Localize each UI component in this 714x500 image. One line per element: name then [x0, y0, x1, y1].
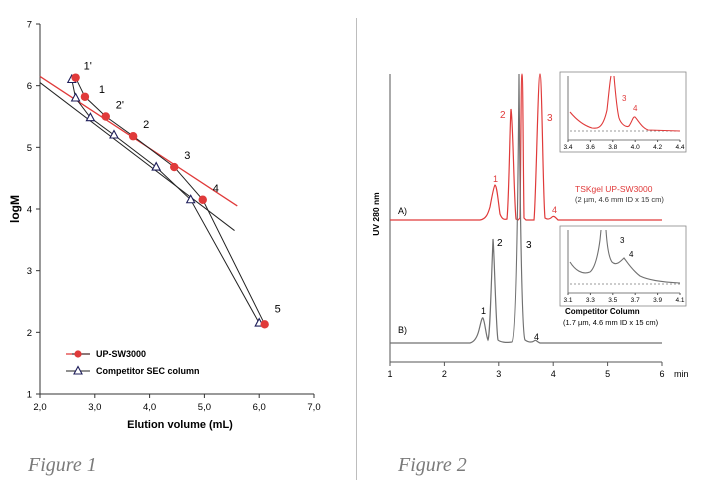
- f2-inset-tick-label: 4.1: [675, 297, 684, 304]
- f2-xtick-label: 5: [605, 369, 610, 379]
- f1-point-label: 1': [84, 61, 92, 73]
- f2-a-annotation-title: TSKgel UP-SW3000: [575, 184, 653, 194]
- f1-legend-label-1: Competitor SEC column: [96, 366, 200, 376]
- f2-inset-tick-label: 3.5: [608, 297, 617, 304]
- f2-inset-tick-label: 3.9: [653, 297, 662, 304]
- f1-xtick-label: 2,0: [33, 402, 46, 413]
- f2-b-annotation-sub: (1.7 µm, 4.6 mm ID x 15 cm): [563, 318, 659, 327]
- f2-b-annotation-title: Competitor Column: [565, 307, 640, 316]
- f1-point-label: 3: [184, 150, 190, 162]
- f2-trace-b: [390, 73, 662, 344]
- f1-legend-label-0: UP-SW3000: [96, 349, 146, 359]
- f2-inset-tick-label: 4.4: [675, 144, 684, 151]
- f2-inset-b-peak-4: 4: [629, 250, 634, 259]
- f2-xtick-label: 3: [496, 369, 501, 379]
- f2-b-peak-3: 3: [526, 240, 532, 251]
- f1-xtick-label: 3,0: [88, 402, 101, 413]
- f1-point-label: 4: [213, 183, 219, 195]
- f1-ytick-label: 2: [27, 328, 32, 339]
- f1-point-label: 2': [116, 100, 124, 112]
- f2-xtick-label: 2: [442, 369, 447, 379]
- figure-divider: [356, 18, 357, 480]
- f2-trace-a-label: A): [398, 206, 407, 216]
- f1-point-s1-4: [151, 161, 162, 171]
- f2-inset-a-peak-3: 3: [622, 94, 627, 103]
- f2-inset-b: 3 4 3.1 3.3 3.5 3.7 3.9 4.1: [559, 225, 687, 307]
- f2-inset-tick-label: 3.7: [631, 297, 640, 304]
- f1-point-s0-6: [260, 320, 269, 329]
- f2-inset-tick-label: 3.4: [563, 144, 572, 151]
- f1-point-s0-5: [198, 195, 207, 204]
- figure1-caption: Figure 1: [28, 454, 97, 476]
- f1-point-s0-1: [80, 92, 90, 101]
- f2-xtick-label: 1: [387, 369, 392, 379]
- f2-inset-a: 3 4 3.4 3.6 3.8 4.0 4.2 4.4: [559, 71, 687, 153]
- f1-fit-line-0: [39, 75, 238, 207]
- f1-xlabel: Elution volume (mL): [127, 419, 233, 431]
- f2-xtick-label: 4: [551, 369, 556, 379]
- f2-b-peak-1: 1: [481, 306, 486, 316]
- f1-ytick-label: 1: [27, 390, 32, 401]
- f1-legend-marker-0: [74, 350, 82, 358]
- f2-b-peak-2: 2: [497, 238, 503, 249]
- f2-a-peak-4: 4: [552, 205, 557, 215]
- f1-xtick-label: 6,0: [253, 402, 266, 413]
- f2-inset-tick-label: 3.6: [586, 144, 595, 151]
- f1-point-s1-2: [85, 112, 96, 122]
- f2-a-peak-3: 3: [547, 113, 553, 124]
- figure1-chart: 2,0 3,0 4,0 5,0 6,0 7,0 1 2 3 4 5 6 7 Elution volum…: [8, 20, 321, 432]
- f2-xtick-label: 6: [659, 369, 664, 379]
- f1-ytick-label: 3: [27, 266, 32, 277]
- f1-legend: UP-SW3000 Competitor SEC column: [66, 349, 200, 376]
- f2-inset-b-peak-3: 3: [620, 236, 625, 245]
- f2-b-peak-4: 4: [534, 332, 539, 342]
- f1-point-label: 2: [143, 119, 149, 131]
- f2-ylabel: UV 280 nm: [371, 192, 381, 236]
- f2-x-unit: min: [674, 369, 689, 379]
- f1-point-s1-5: [185, 194, 196, 204]
- f1-xtick-label: 4,0: [143, 402, 156, 413]
- f1-xtick-label: 7,0: [307, 402, 320, 413]
- figure2-chart: 1 2 3 4 5 6 min UV 280 nm A) B) 1 2 3 4 1 2 3 …: [371, 71, 689, 379]
- f2-inset-tick-label: 4.0: [631, 144, 640, 151]
- f1-ytick-label: 4: [27, 205, 32, 216]
- f1-ytick-label: 7: [27, 20, 32, 31]
- f1-legend-marker-1: [73, 365, 83, 375]
- f2-inset-tick-label: 4.2: [653, 144, 662, 151]
- f1-ytick-label: 5: [27, 143, 32, 154]
- f1-ylabel: logM: [8, 195, 22, 223]
- f1-point-label: 1: [99, 84, 105, 96]
- f1-point-s1-3: [109, 129, 119, 139]
- f1-point-s0-4: [170, 162, 179, 172]
- f2-inset-tick-label: 3.8: [608, 144, 617, 151]
- f1-point-label: 5: [275, 303, 281, 315]
- f2-a-peak-1: 1: [493, 174, 498, 184]
- figure2-caption: Figure 2: [398, 454, 467, 476]
- f1-point-s0-3: [128, 132, 138, 141]
- f1-ytick-label: 6: [27, 81, 32, 92]
- f2-trace-a: [390, 73, 662, 221]
- f2-a-annotation-sub: (2 µm, 4.6 mm ID x 15 cm): [575, 195, 664, 204]
- f1-fit-line-1: [39, 82, 235, 231]
- f1-point-s0-0: [71, 73, 80, 82]
- f1-point-s0-2: [101, 112, 110, 121]
- f2-inset-tick-label: 3.1: [563, 297, 572, 304]
- f2-inset-tick-label: 3.3: [586, 297, 595, 304]
- f1-point-s1-1: [70, 92, 81, 102]
- f1-xtick-label: 5,0: [198, 402, 211, 413]
- f2-trace-b-label: B): [398, 325, 407, 335]
- f2-a-peak-2: 2: [500, 110, 506, 121]
- f2-inset-a-peak-4: 4: [633, 104, 638, 113]
